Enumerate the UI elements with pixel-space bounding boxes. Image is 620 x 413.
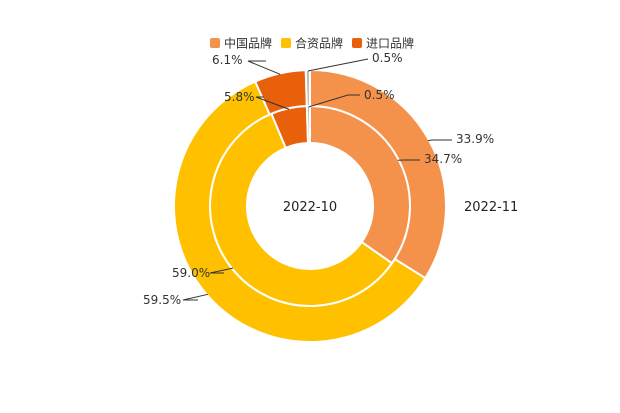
legend-swatch-import — [352, 38, 362, 48]
leader-outer-0 — [428, 139, 452, 142]
legend-swatch-jv — [281, 38, 291, 48]
legend-label-jv: 合资品牌 — [295, 36, 343, 51]
slice-label-inner-china: 34.7% — [424, 152, 462, 166]
slice-label-inner-import: 5.8% — [224, 90, 255, 104]
inner-ring-label: 2022-10 — [283, 200, 337, 215]
outer-ring-label: 2022-11 — [464, 200, 518, 215]
leader-inner-2 — [255, 96, 290, 110]
leader-inner-1 — [209, 267, 234, 274]
legend-label-china: 中国品牌 — [224, 36, 272, 51]
slice-label-outer-china: 33.9% — [456, 132, 494, 146]
leader-inner-3 — [308, 94, 360, 108]
leader-outer-3 — [307, 58, 369, 72]
slice-label-outer-import: 6.1% — [212, 53, 243, 67]
slice-inner-3 — [305, 104, 311, 145]
slice-outer-3 — [304, 68, 311, 108]
leader-outer-2 — [247, 60, 281, 75]
slice-label-inner-other: 0.5% — [364, 88, 395, 102]
slice-label-inner-jv: 59.0% — [172, 266, 210, 280]
legend-label-import: 进口品牌 — [366, 37, 414, 51]
legend-swatch-china — [210, 38, 220, 48]
leader-outer-1 — [182, 293, 209, 301]
legend: 中国品牌 合资品牌 进口品牌 — [210, 36, 414, 51]
slice-label-outer-other: 0.5% — [372, 51, 403, 65]
slice-label-outer-jv: 59.5% — [143, 293, 181, 307]
slice-outer-1 — [173, 80, 427, 343]
